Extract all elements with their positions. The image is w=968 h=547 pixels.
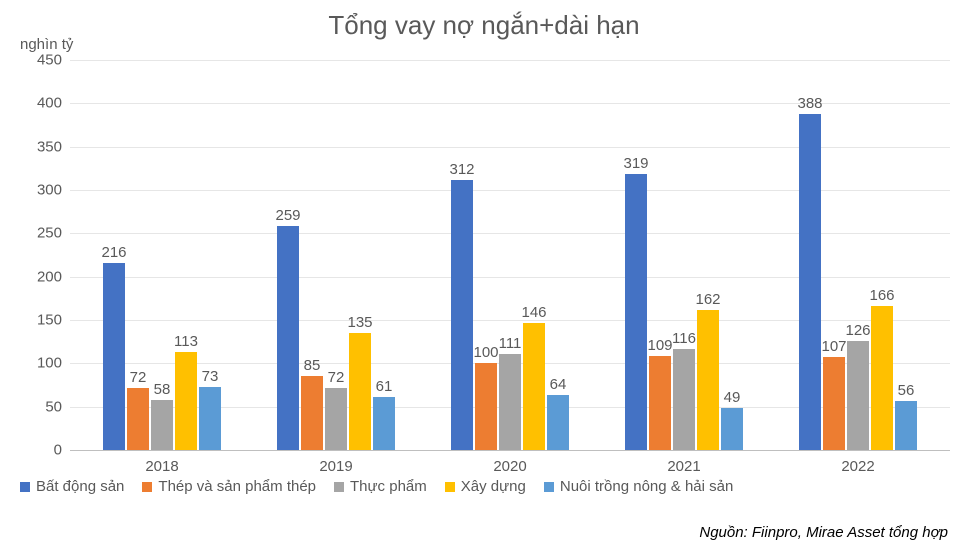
bar-value-label: 100 — [473, 344, 498, 363]
bar-value-label: 126 — [845, 322, 870, 341]
y-tick-label: 250 — [12, 225, 70, 242]
y-tick-label: 350 — [12, 138, 70, 155]
bar: 72 — [127, 388, 149, 450]
y-tick-label: 50 — [12, 398, 70, 415]
x-tick-label: 2021 — [667, 450, 700, 475]
bar: 146 — [523, 323, 545, 450]
legend-item: Nuôi trồng nông & hải sản — [544, 478, 733, 495]
legend-swatch — [334, 482, 344, 492]
bar: 113 — [175, 352, 197, 450]
bar-value-label: 135 — [347, 314, 372, 333]
x-tick-label: 2020 — [493, 450, 526, 475]
bar-value-label: 111 — [499, 335, 522, 354]
bar: 111 — [499, 354, 521, 450]
bar-value-label: 388 — [797, 95, 822, 114]
bar-value-label: 73 — [202, 368, 219, 387]
bar-value-label: 85 — [304, 357, 321, 376]
bar-value-label: 216 — [101, 244, 126, 263]
y-axis-label: nghìn tỷ — [20, 36, 73, 53]
legend-label: Xây dựng — [461, 478, 526, 495]
y-tick-label: 0 — [12, 442, 70, 459]
legend-item: Bất động sản — [20, 478, 124, 495]
bar: 56 — [895, 401, 917, 450]
x-tick-label: 2018 — [145, 450, 178, 475]
bar: 72 — [325, 388, 347, 450]
bar-value-label: 259 — [275, 207, 300, 226]
y-tick-label: 450 — [12, 52, 70, 69]
x-tick-label: 2022 — [841, 450, 874, 475]
bar: 116 — [673, 349, 695, 450]
legend-swatch — [20, 482, 30, 492]
bar-group: 2167258113732018 — [103, 60, 221, 450]
bar: 388 — [799, 114, 821, 450]
bar-value-label: 72 — [130, 369, 147, 388]
bar-value-label: 319 — [623, 155, 648, 174]
y-tick-label: 150 — [12, 312, 70, 329]
bar: 85 — [301, 376, 323, 450]
bar-group: 2598572135612019 — [277, 60, 395, 450]
bar: 162 — [697, 310, 719, 450]
bar-value-label: 56 — [898, 382, 915, 401]
legend-label: Thép và sản phẩm thép — [158, 478, 316, 495]
legend-label: Thực phẩm — [350, 478, 427, 495]
bar: 61 — [373, 397, 395, 450]
bar-value-label: 113 — [174, 333, 198, 352]
bar-value-label: 312 — [449, 161, 474, 180]
legend: Bất động sản Thép và sản phẩm thép Thực ph… — [20, 478, 950, 497]
y-tick-label: 100 — [12, 355, 70, 372]
bar: 49 — [721, 408, 743, 450]
bar-value-label: 58 — [154, 381, 171, 400]
bar-group: 319109116162492021 — [625, 60, 743, 450]
legend-swatch — [445, 482, 455, 492]
bar: 319 — [625, 174, 647, 450]
chart-title: Tổng vay nợ ngắn+dài hạn — [0, 10, 968, 41]
bar-group: 312100111146642020 — [451, 60, 569, 450]
bar-value-label: 64 — [550, 376, 567, 395]
legend-item: Thép và sản phẩm thép — [142, 478, 316, 495]
bar-value-label: 116 — [672, 330, 696, 349]
legend-item: Thực phẩm — [334, 478, 427, 495]
legend-label: Bất động sản — [36, 478, 124, 495]
bar: 73 — [199, 387, 221, 450]
x-tick-label: 2019 — [319, 450, 352, 475]
bar: 259 — [277, 226, 299, 450]
bar: 58 — [151, 400, 173, 450]
bar-value-label: 49 — [724, 389, 741, 408]
bar: 216 — [103, 263, 125, 450]
legend-swatch — [142, 482, 152, 492]
bar-value-label: 61 — [376, 378, 393, 397]
bar: 100 — [475, 363, 497, 450]
plot-area: 0501001502002503003504004502167258113732… — [70, 60, 950, 451]
bar-value-label: 162 — [695, 291, 720, 310]
bar: 166 — [871, 306, 893, 450]
source-text: Nguồn: Fiinpro, Mirae Asset tổng hợp — [699, 524, 948, 541]
bar-value-label: 72 — [328, 369, 345, 388]
y-tick-label: 300 — [12, 182, 70, 199]
bar-value-label: 107 — [821, 338, 846, 357]
legend-item: Xây dựng — [445, 478, 526, 495]
bar: 126 — [847, 341, 869, 450]
bar: 107 — [823, 357, 845, 450]
bar: 109 — [649, 356, 671, 450]
bar-value-label: 166 — [869, 287, 894, 306]
legend-swatch — [544, 482, 554, 492]
bar-value-label: 109 — [647, 337, 672, 356]
bar: 64 — [547, 395, 569, 450]
y-tick-label: 400 — [12, 95, 70, 112]
y-tick-label: 200 — [12, 268, 70, 285]
legend-label: Nuôi trồng nông & hải sản — [560, 478, 733, 495]
bar: 135 — [349, 333, 371, 450]
bar: 312 — [451, 180, 473, 450]
bar-value-label: 146 — [521, 304, 546, 323]
bar-group: 388107126166562022 — [799, 60, 917, 450]
